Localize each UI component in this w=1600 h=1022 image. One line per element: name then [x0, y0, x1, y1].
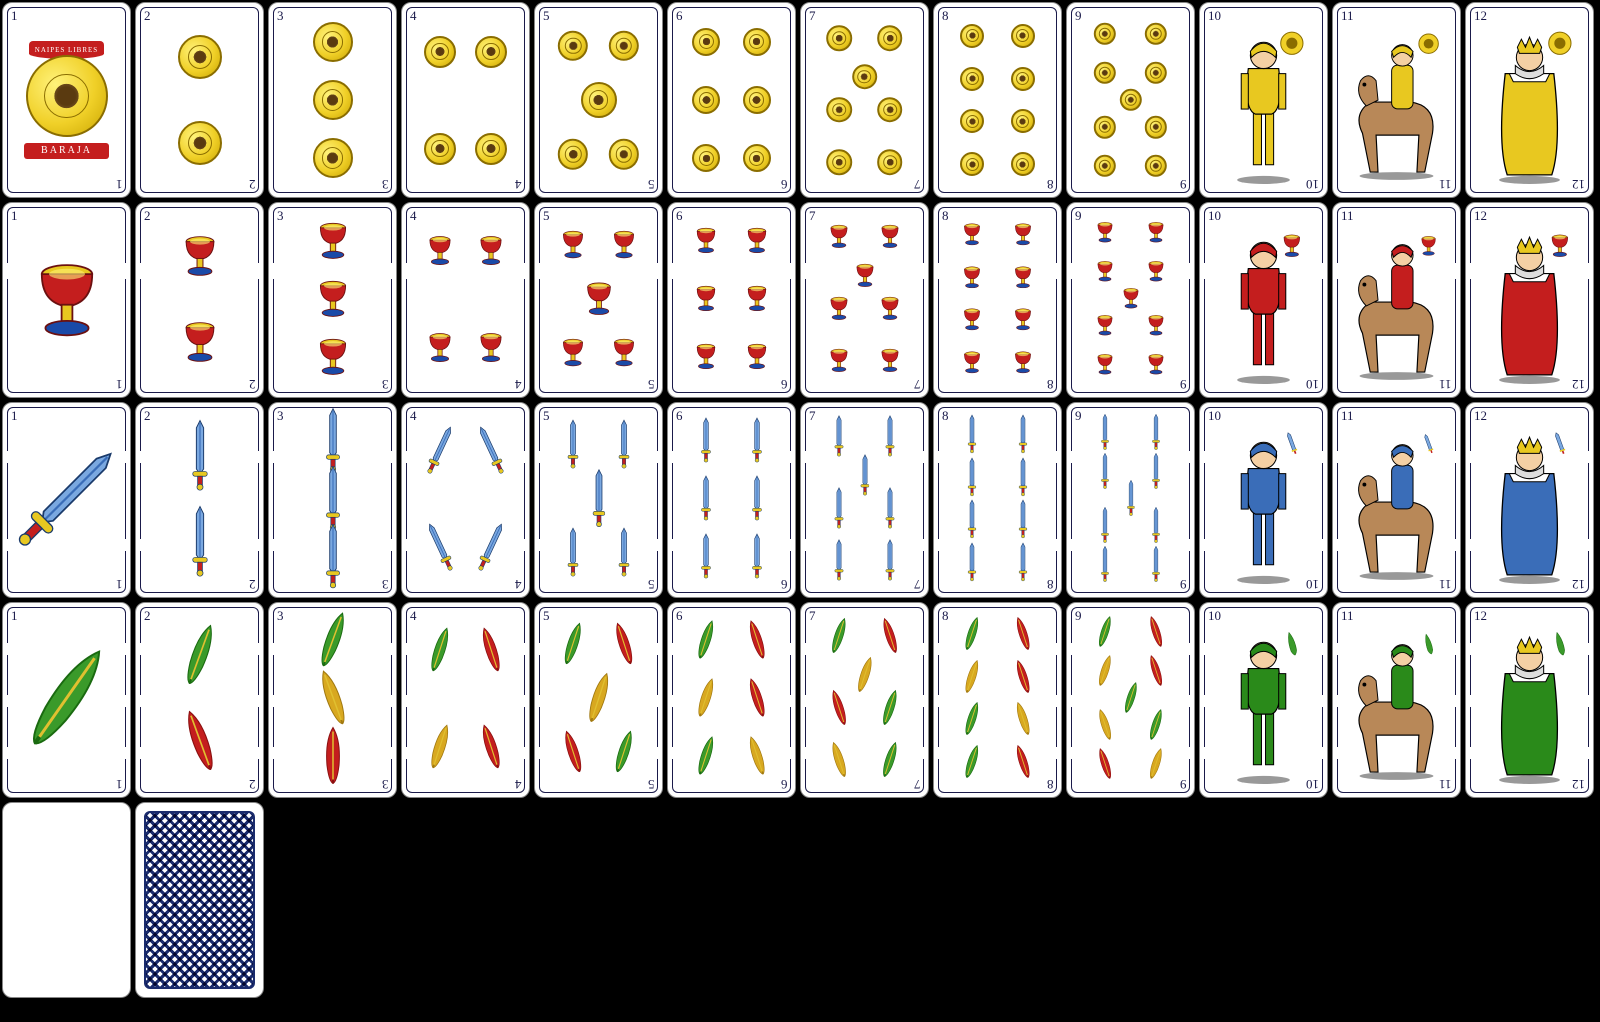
row-copas: 1 1 2 2 3 3 [2, 202, 1598, 398]
card-bastos-11: 11 11 [1332, 602, 1461, 798]
rey-figure [1476, 423, 1583, 585]
card-espadas-3: 3 3 [268, 402, 397, 598]
caballo-figure [1343, 423, 1450, 585]
card-index-tl: 10 [1208, 408, 1221, 424]
card-espadas-1: 1 1 [2, 402, 131, 598]
card-bastos-9: 9 9 [1066, 602, 1195, 798]
card-oros-12: 12 12 [1465, 2, 1594, 198]
sota-figure [1210, 623, 1317, 785]
card-bastos-12: 12 12 [1465, 602, 1594, 798]
card-bastos-4: 4 4 [401, 602, 530, 798]
caballo-figure [1343, 623, 1450, 785]
card-espadas-9: 9 9 [1066, 402, 1195, 598]
card-index-tl: 12 [1474, 608, 1487, 624]
card-oros-2: 2 2 [135, 2, 264, 198]
card-copas-7: 7 7 [800, 202, 929, 398]
card-oros-6: 6 6 [667, 2, 796, 198]
sota-figure [1210, 223, 1317, 385]
card-espadas-5: 5 5 [534, 402, 663, 598]
card-copas-12: 12 12 [1465, 202, 1594, 398]
card-oros-1: 1 1 NAIPES LIBRES BARAJA [2, 2, 131, 198]
rey-figure [1476, 23, 1583, 185]
card-copas-6: 6 6 [667, 202, 796, 398]
sota-figure [1210, 423, 1317, 585]
card-espadas-11: 11 11 [1332, 402, 1461, 598]
card-espadas-2: 2 2 [135, 402, 264, 598]
card-bastos-6: 6 6 [667, 602, 796, 798]
card-oros-8: 8 8 [933, 2, 1062, 198]
card-espadas-4: 4 4 [401, 402, 530, 598]
card-index-tl: 10 [1208, 208, 1221, 224]
caballo-figure [1343, 23, 1450, 185]
card-bastos-10: 10 10 [1199, 602, 1328, 798]
card-copas-5: 5 5 [534, 202, 663, 398]
card-espadas-8: 8 8 [933, 402, 1062, 598]
spanish-deck: 1 1 NAIPES LIBRES BARAJA 2 2 3 3 4 4 5 5… [0, 0, 1600, 1000]
card-espadas-12: 12 12 [1465, 402, 1594, 598]
card-espadas-7: 7 7 [800, 402, 929, 598]
card-index-tl: 12 [1474, 208, 1487, 224]
card-index-tl: 11 [1341, 208, 1354, 224]
card-index-tl: 11 [1341, 408, 1354, 424]
card-back [135, 802, 264, 998]
card-blank [2, 802, 131, 998]
card-index-tl: 12 [1474, 408, 1487, 424]
card-bastos-3: 3 3 [268, 602, 397, 798]
card-bastos-5: 5 5 [534, 602, 663, 798]
card-copas-8: 8 8 [933, 202, 1062, 398]
rey-figure [1476, 223, 1583, 385]
card-index-tl: 10 [1208, 8, 1221, 24]
row-espadas: 1 1 2 2 3 3 [2, 402, 1598, 598]
row-bastos: 1 1 2 2 3 3 4 [2, 602, 1598, 798]
rey-figure [1476, 623, 1583, 785]
card-copas-3: 3 3 [268, 202, 397, 398]
card-bastos-2: 2 2 [135, 602, 264, 798]
card-oros-11: 11 11 [1332, 2, 1461, 198]
card-oros-10: 10 10 [1199, 2, 1328, 198]
ace-ribbon-bottom: BARAJA [24, 143, 110, 159]
card-oros-4: 4 4 [401, 2, 530, 198]
card-bastos-8: 8 8 [933, 602, 1062, 798]
card-copas-10: 10 10 [1199, 202, 1328, 398]
card-copas-4: 4 4 [401, 202, 530, 398]
card-oros-9: 9 9 [1066, 2, 1195, 198]
card-copas-2: 2 2 [135, 202, 264, 398]
card-espadas-10: 10 10 [1199, 402, 1328, 598]
card-copas-9: 9 9 [1066, 202, 1195, 398]
card-bastos-7: 7 7 [800, 602, 929, 798]
card-oros-5: 5 5 [534, 2, 663, 198]
row-extras [2, 802, 1598, 998]
card-oros-7: 7 7 [800, 2, 929, 198]
card-index-tl: 11 [1341, 8, 1354, 24]
card-index-tl: 12 [1474, 8, 1487, 24]
card-copas-11: 11 11 [1332, 202, 1461, 398]
card-index-tl: 11 [1341, 608, 1354, 624]
row-oros: 1 1 NAIPES LIBRES BARAJA 2 2 3 3 4 4 5 5… [2, 2, 1598, 198]
card-index-tl: 10 [1208, 608, 1221, 624]
sota-figure [1210, 23, 1317, 185]
card-espadas-6: 6 6 [667, 402, 796, 598]
card-bastos-1: 1 1 [2, 602, 131, 798]
card-oros-3: 3 3 [268, 2, 397, 198]
caballo-figure [1343, 223, 1450, 385]
card-copas-1: 1 1 [2, 202, 131, 398]
